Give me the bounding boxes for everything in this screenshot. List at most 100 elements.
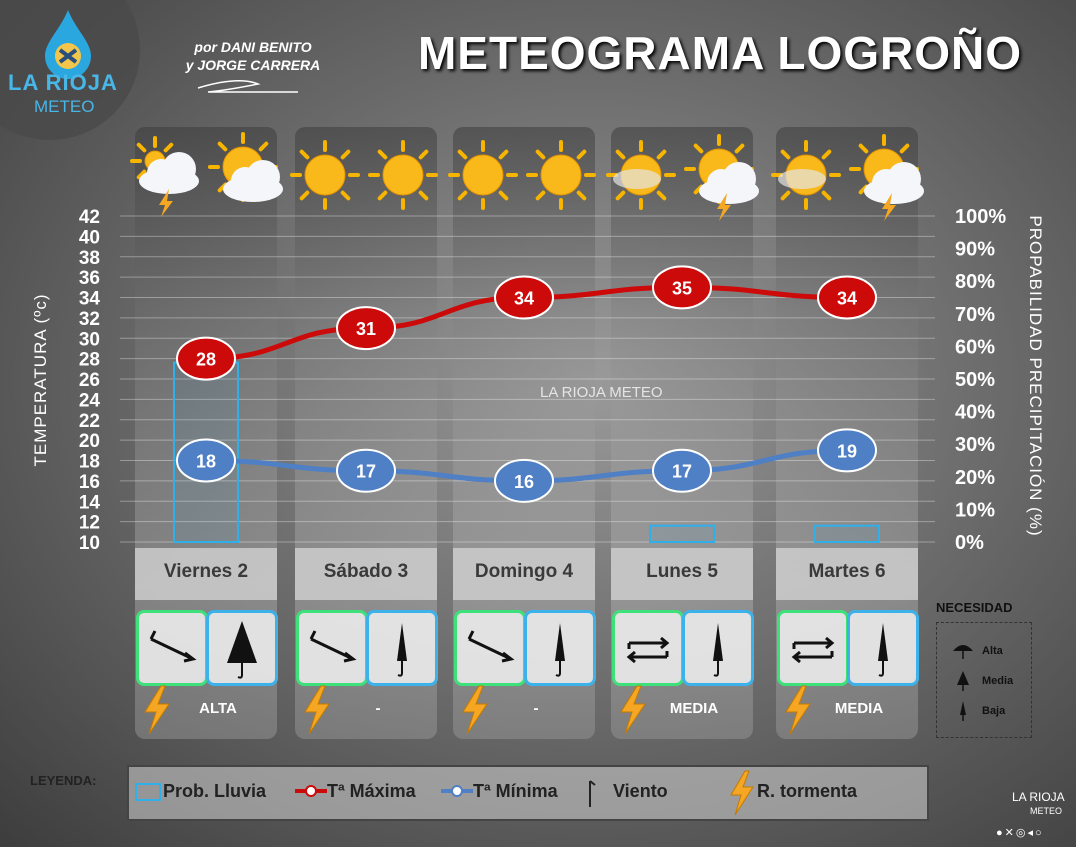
weather-icons [130,132,924,221]
data-label: 31 [356,319,376,339]
umbrella-closed-icon [524,610,596,686]
sun-disc [304,154,346,196]
precipitation-tick-label: 30% [955,434,995,456]
page-title: METEOGRAMA LOGROÑO [417,27,1023,79]
brand-name: LA RIOJA [1012,790,1065,804]
data-point [652,265,712,310]
data-label: 16 [514,472,534,492]
sun-ray [457,190,468,201]
umbrella-open-icon [206,610,278,686]
sun-ray [780,190,791,201]
temperature-tick-label: 30 [79,329,100,350]
whatsapp-icon[interactable]: ○ [1035,827,1044,839]
umbrella-half-icon [957,671,969,691]
legend: Prob. Lluvia Tª Máxima Tª Mínima Viento … [127,765,929,821]
day-label: Martes 6 [776,548,918,600]
precipitation-tick-label: 80% [955,271,995,293]
precipitation-tick-label: 50% [955,369,995,391]
sun-ray [136,142,147,153]
data-point [817,275,877,320]
precipitation-axis-title: PROPABILIDAD PRECIPITACIÓN (%) [1026,215,1045,536]
lightning-icon [139,684,175,736]
precipitation-tick-label: 70% [955,304,995,326]
wind-icon [589,780,596,807]
temperature-tick-label: 42 [79,207,100,228]
sun-icon [448,140,518,210]
necesidad-title: NECESIDAD [936,600,1013,615]
sun-ray [377,149,388,160]
sun-ray [340,190,351,201]
sun-ray [576,190,587,201]
watermark: LA RIOJA METEO [540,384,663,401]
necesidad-legend: Alta Media Baja [936,622,1032,738]
rain-bar [649,524,715,544]
wind-arrow-icon [296,610,368,686]
umbrella-closed-icon [366,610,438,686]
sun-ray [615,149,626,160]
need-label: MEDIA [834,700,884,717]
x-icon[interactable]: ✕ [1004,827,1016,839]
sun-ray [734,143,745,154]
sun-ray [899,143,910,154]
temperature-tick-label: 20 [79,431,100,452]
authors-line-1: por DANI BENITO [194,39,312,55]
data-label: 19 [837,441,857,461]
sun-icon [526,140,596,210]
data-point [336,448,396,493]
temperature-tick-label: 26 [79,370,100,391]
logo-subtext: METEO [34,97,95,116]
cloud-part [887,162,921,196]
sun-cloud-icon [208,132,283,202]
sun-ray [656,149,667,160]
haze-part [778,169,826,189]
temperature-points: 28 31 34 35 34 18 17 16 17 19 [176,265,877,503]
sun-ray [821,149,832,160]
sun-ray [535,190,546,201]
bolt-shape [717,193,731,221]
day-label: Lunes 5 [611,548,753,600]
telegram-icon[interactable]: ◂ [1027,827,1036,839]
sun-disc [540,154,582,196]
sun-haze-icon [771,140,841,210]
temperature-tick-label: 34 [79,289,101,310]
authors: por DANI BENITO y JORGE CARRERA [168,38,338,100]
sun-ray [377,190,388,201]
precipitation-tick-label: 100% [955,206,1006,228]
lightning-icon [457,684,493,736]
lightning-icon [780,684,816,736]
sun-ray [693,143,704,154]
legend-tormenta: R. tormenta [757,781,858,801]
data-label: 34 [514,289,534,309]
temperature-tick-label: 12 [79,513,100,534]
cloud-part [722,162,756,196]
social-icons: ●✕◎◂○ [996,826,1044,839]
temperature-tick-label: 40 [79,227,100,248]
sun-ray [821,190,832,201]
lightning-icon [730,770,754,816]
instagram-icon[interactable]: ◎ [1015,827,1028,839]
precipitation-ticks: 0% 10% 20% 30% 40% 50% 60% 70% 80% 90% 100% [955,206,1006,554]
logo [0,0,150,140]
sun-ray [498,190,509,201]
sun-ray [418,190,429,201]
temperature-axis-title: TEMPERATURA (ºc) [31,293,50,466]
precipitation-tick-label: 10% [955,499,995,521]
rain-legend-swatch [135,783,161,801]
sun-cloud-storm-icon [849,134,924,221]
sun-ray [457,149,468,160]
sun-ray [498,149,509,160]
tmin-legend-swatch [441,785,473,797]
lightning-icon [299,684,335,736]
data-label: 35 [672,278,692,298]
precipitation-tick-label: 40% [955,402,995,424]
facebook-icon[interactable]: ● [996,827,1005,839]
sun-haze-icon [606,140,676,210]
data-point [176,438,236,483]
bolt-shape [159,189,173,217]
sun-ray [858,143,869,154]
data-point [176,336,236,381]
sun-ray [780,149,791,160]
sun-ray [656,190,667,201]
